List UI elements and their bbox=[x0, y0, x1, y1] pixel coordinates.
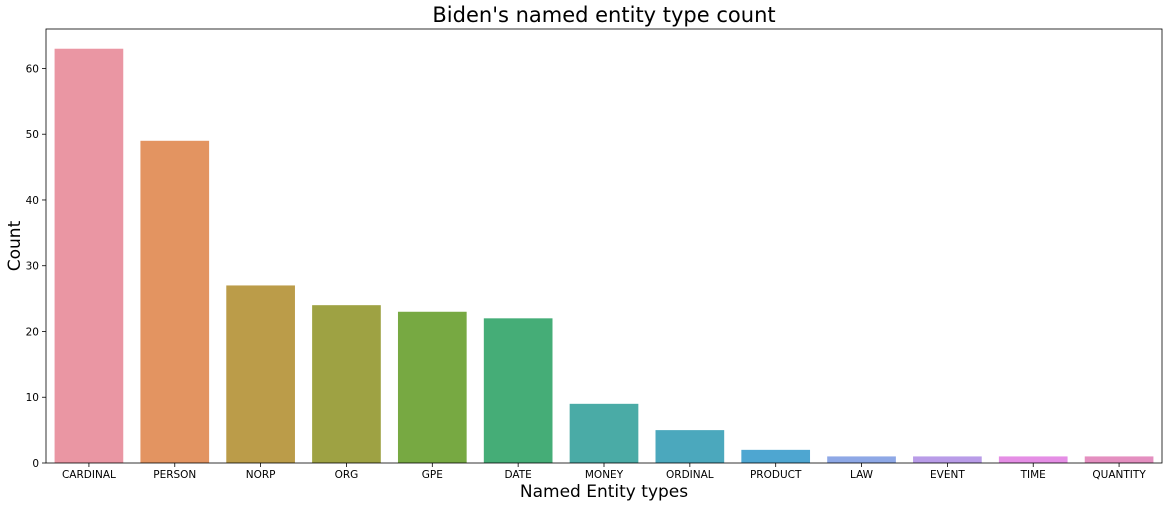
bar-person bbox=[140, 140, 210, 464]
y-tick-label: 10 bbox=[26, 392, 39, 404]
x-tick-label: QUANTITY bbox=[1092, 469, 1146, 481]
bar-date bbox=[483, 318, 553, 463]
y-tick-label: 40 bbox=[26, 195, 39, 207]
x-axis-label: Named Entity types bbox=[520, 482, 688, 502]
x-tick-label: GPE bbox=[422, 469, 443, 481]
y-tick-label: 50 bbox=[26, 129, 39, 141]
y-tick-label: 0 bbox=[32, 458, 39, 470]
bar-cardinal bbox=[54, 48, 124, 463]
bar-law bbox=[827, 456, 896, 463]
y-axis-label: Count bbox=[5, 220, 25, 271]
bar-event bbox=[913, 456, 982, 463]
x-tick-label: MONEY bbox=[585, 469, 624, 481]
bar-money bbox=[569, 403, 639, 463]
x-tick-label: ORG bbox=[335, 469, 359, 481]
bar-quantity bbox=[1084, 456, 1154, 463]
y-tick-label: 20 bbox=[26, 326, 39, 338]
x-tick-label: NORP bbox=[246, 469, 276, 481]
x-tick-label: ORDINAL bbox=[666, 469, 714, 481]
y-tick-label: 30 bbox=[26, 261, 39, 273]
plot-frame bbox=[45, 28, 1163, 464]
x-tick-label: TIME bbox=[1020, 469, 1046, 481]
bar-time bbox=[998, 456, 1068, 463]
x-tick-label: DATE bbox=[504, 469, 531, 481]
x-tick-label: EVENT bbox=[930, 469, 965, 481]
x-tick-label: CARDINAL bbox=[62, 469, 116, 481]
y-tick-label: 60 bbox=[26, 63, 39, 75]
x-tick-label: PERSON bbox=[153, 469, 196, 481]
bar-ordinal bbox=[655, 430, 725, 463]
bar-gpe bbox=[397, 311, 467, 463]
bar-norp bbox=[226, 285, 295, 463]
x-tick-label: PRODUCT bbox=[750, 469, 802, 481]
chart-title: Biden's named entity type count bbox=[432, 3, 775, 27]
bar-product bbox=[741, 449, 811, 463]
plot-area: 0 10 20 30 40 50 60 CARDINAL PERSON NORP ORG GPE DAT… bbox=[26, 28, 1163, 481]
x-tick-label: LAW bbox=[850, 469, 874, 481]
bar-org bbox=[312, 305, 381, 463]
